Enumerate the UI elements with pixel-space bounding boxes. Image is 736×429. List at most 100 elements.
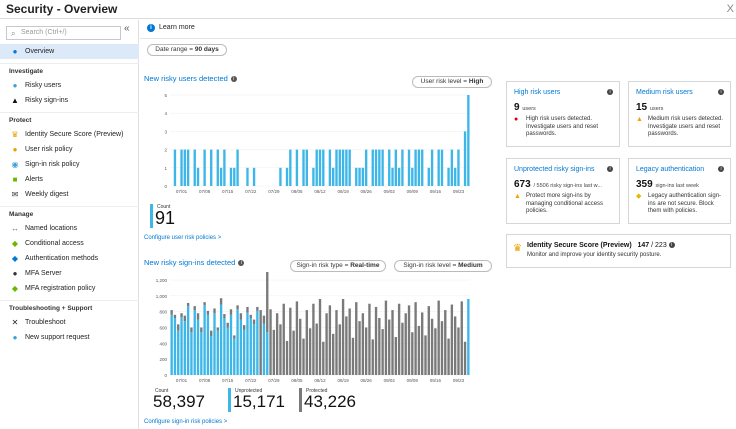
bar-protected <box>457 327 460 375</box>
medium-risk-users-card[interactable]: Medium risk users i 15 users ▲ Medium ri… <box>628 81 731 147</box>
bar-count <box>173 149 177 186</box>
card-desc-line: Investigate users and reset <box>648 123 721 130</box>
section-heading-troubleshooting: Troubleshooting + Support <box>0 300 139 315</box>
unprotected-risky-sign-ins-card[interactable]: Unprotected risky sign-ins i 673 / 5506 … <box>506 158 620 224</box>
close-icon[interactable]: X <box>726 3 734 15</box>
info-icon[interactable]: i <box>238 260 245 267</box>
sidebar-nav: ● Overview Investigate ● Risky users ▲ R… <box>0 44 139 345</box>
sidebar-item-alerts[interactable]: ■ Alerts <box>0 172 139 187</box>
info-icon[interactable]: i <box>668 242 675 249</box>
y-tick-label: 200 <box>159 357 167 362</box>
bar-protected <box>460 301 463 375</box>
warning-icon: ▲ <box>11 96 19 105</box>
bar-protected <box>453 316 457 375</box>
sidebar-item-weekly-digest[interactable]: ✉ Weekly digest <box>0 187 139 202</box>
bar-protected <box>262 315 266 324</box>
warning-icon: ▲ <box>514 193 521 200</box>
bar-protected <box>266 272 269 333</box>
bar-protected <box>355 302 358 375</box>
sidebar-item-user-risk-policy[interactable]: ● User risk policy <box>0 142 139 157</box>
bar-count <box>388 149 391 186</box>
sidebar-item-label: Conditional access <box>25 240 84 247</box>
section-heading-protect: Protect <box>0 112 139 127</box>
info-icon[interactable]: i <box>607 89 613 95</box>
x-tick-label: 07/08 <box>199 189 211 193</box>
sign-in-icon: ◉ <box>11 160 19 169</box>
card-value: 15 users <box>636 102 663 113</box>
bar-count <box>437 149 440 186</box>
info-icon[interactable]: i <box>718 89 724 95</box>
bar-unprotected <box>203 305 206 375</box>
info-icon[interactable]: i <box>718 166 724 172</box>
location-icon: ↔ <box>11 224 19 233</box>
bar-protected <box>302 338 305 375</box>
identity-secure-score-card[interactable]: ♛ Identity Secure Score (Preview) 147 / … <box>506 234 731 268</box>
bar-protected <box>335 310 338 375</box>
search-input[interactable]: ⌕ Search (Ctrl+/) <box>6 26 121 40</box>
sidebar-item-authentication-methods[interactable]: ◆ Authentication methods <box>0 251 139 266</box>
bar-protected <box>368 303 371 375</box>
sidebar-item-identity-secure-score[interactable]: ♛ Identity Secure Score (Preview) <box>0 127 139 142</box>
x-tick-label: 07/15 <box>222 189 234 193</box>
bar-protected <box>193 306 196 311</box>
y-tick-label: 400 <box>159 341 167 346</box>
sidebar-item-risky-users[interactable]: ● Risky users <box>0 78 139 93</box>
configure-user-risk-policies-link[interactable]: Configure user risk policies > <box>144 235 222 241</box>
high-risk-users-card[interactable]: High risk users i 9 users ● High risk us… <box>506 81 620 147</box>
card-desc-line: Investigate users and reset <box>526 123 599 130</box>
card-desc-line: High risk users detected. <box>526 116 593 122</box>
main-content: i Learn more Date range = 90 days New ris… <box>140 20 736 429</box>
bar-protected <box>430 318 434 375</box>
metric-value: 58,397 <box>153 392 205 411</box>
server-icon: ● <box>12 269 18 278</box>
sidebar-item-overview[interactable]: ● Overview <box>0 44 139 59</box>
sidebar-item-mfa-registration-policy[interactable]: ◆ MFA registration policy <box>0 281 139 296</box>
sidebar-item-new-support-request[interactable]: ● New support request <box>0 330 139 345</box>
bar-protected <box>388 319 391 375</box>
x-tick-label: 09/23 <box>453 189 465 193</box>
protected-legend-bar <box>299 388 302 412</box>
info-icon: ● <box>12 47 18 56</box>
warning-icon: ▲ <box>636 116 643 123</box>
bar-count <box>361 167 365 186</box>
metric-value: 91 <box>155 208 176 228</box>
bar-protected <box>421 312 424 375</box>
search-icon: ⌕ <box>11 29 16 38</box>
bar-count <box>401 149 404 186</box>
card-desc-line: managing conditional access <box>526 200 604 207</box>
legacy-authentication-card[interactable]: Legacy authentication i 359 sign-ins las… <box>628 158 731 224</box>
bar-unprotected <box>210 336 213 375</box>
bar-count <box>440 149 444 186</box>
date-range-filter[interactable]: Date range = 90 days <box>147 44 227 56</box>
trophy-icon: ♛ <box>11 130 19 139</box>
sidebar-item-conditional-access[interactable]: ◆ Conditional access <box>0 236 139 251</box>
sign-in-risk-level-filter[interactable]: Sign-in risk level = Medium <box>394 260 492 272</box>
bar-protected <box>424 335 427 375</box>
secure-score-title-text: Identity Secure Score (Preview) <box>527 242 632 249</box>
bar-protected <box>275 313 279 375</box>
sidebar-item-risky-sign-ins[interactable]: ▲ Risky sign-ins <box>0 93 139 108</box>
card-desc-line: Medium risk users detected. <box>648 116 724 122</box>
sign-in-risk-type-filter[interactable]: Sign-in risk type = Real-time <box>290 260 386 272</box>
configure-sign-in-risk-policies-link[interactable]: Configure sign-in risk policies > <box>144 419 228 425</box>
y-tick-label: 3 <box>164 129 167 134</box>
collapse-sidebar-button[interactable]: « <box>124 23 130 34</box>
learn-more-link[interactable]: i Learn more <box>147 24 195 32</box>
sidebar-item-troubleshoot[interactable]: ✕ Troubleshoot <box>0 315 139 330</box>
bar-protected <box>289 307 292 375</box>
user-risk-level-value: High <box>468 78 484 85</box>
bar-protected <box>348 308 351 375</box>
sidebar-item-label: MFA registration policy <box>25 285 96 292</box>
card-desc-line: passwords. <box>526 131 557 137</box>
bar-protected <box>219 298 223 305</box>
sidebar-item-label: Identity Secure Score (Preview) <box>25 131 124 138</box>
bar-protected <box>196 313 200 320</box>
sidebar-item-sign-in-risk-policy[interactable]: ◉ Sign-in risk policy <box>0 157 139 172</box>
bar-protected <box>318 299 322 375</box>
sidebar-item-mfa-server[interactable]: ● MFA Server <box>0 266 139 281</box>
user-risk-level-filter[interactable]: User risk level = High <box>412 76 492 88</box>
sidebar-item-named-locations[interactable]: ↔ Named locations <box>0 221 139 236</box>
info-icon[interactable]: i <box>607 166 613 172</box>
card-value: 9 users <box>514 102 536 113</box>
info-icon[interactable]: i <box>230 76 237 83</box>
